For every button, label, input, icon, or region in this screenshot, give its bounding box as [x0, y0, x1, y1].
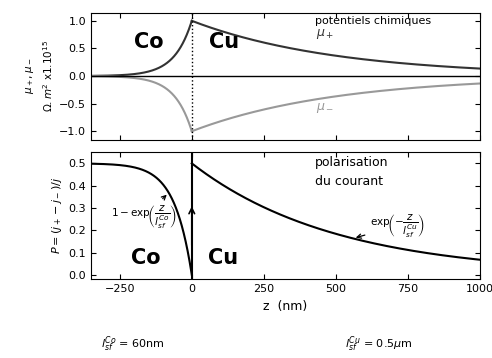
Text: Co: Co [131, 248, 161, 268]
Text: $l_{sf}^{Co}$ = 60nm: $l_{sf}^{Co}$ = 60nm [101, 335, 165, 354]
Text: polarisation
du courant: polarisation du courant [314, 156, 388, 188]
Text: Co: Co [134, 33, 164, 52]
Text: potentiels chimiques: potentiels chimiques [314, 16, 430, 26]
Text: Cu: Cu [208, 248, 238, 268]
Text: $\mu_+$: $\mu_+$ [315, 27, 334, 41]
Text: $l_{sf}^{Cu}$ = 0.5$\mu$m: $l_{sf}^{Cu}$ = 0.5$\mu$m [345, 335, 413, 354]
Text: $\mu_-$: $\mu_-$ [315, 101, 334, 115]
Y-axis label: $\mu_+,\mu_-$
$\Omega.m^2$ x1.10$^{15}$: $\mu_+,\mu_-$ $\Omega.m^2$ x1.10$^{15}$ [25, 40, 55, 112]
Text: $\exp\!\!\left(-\dfrac{z}{l_{sf}^{Cu}}\right)$: $\exp\!\!\left(-\dfrac{z}{l_{sf}^{Cu}}\r… [357, 212, 426, 239]
Y-axis label: $P = (j_+-j_-)/j$: $P = (j_+-j_-)/j$ [50, 177, 64, 255]
X-axis label: z  (nm): z (nm) [263, 300, 308, 313]
Text: Cu: Cu [209, 33, 239, 52]
Text: $1-\exp\!\!\left(\dfrac{z}{l_{sf}^{Co}}\right)$: $1-\exp\!\!\left(\dfrac{z}{l_{sf}^{Co}}\… [111, 196, 177, 230]
